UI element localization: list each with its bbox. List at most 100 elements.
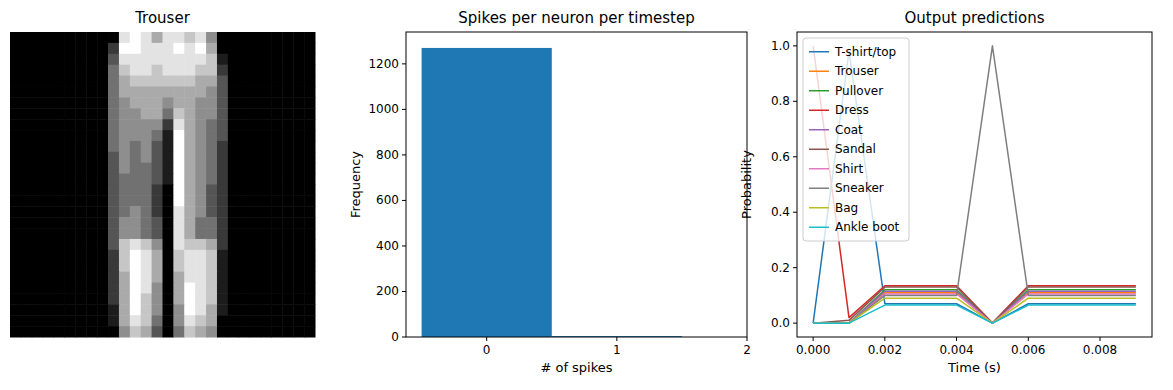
- pixel: [54, 76, 65, 87]
- pixel: [32, 228, 43, 239]
- legend-swatch: [809, 149, 829, 151]
- pixel: [141, 261, 152, 272]
- pixel: [261, 304, 272, 315]
- pixel: [184, 152, 195, 163]
- pixel: [195, 163, 206, 174]
- pixel: [184, 141, 195, 152]
- pixel: [21, 250, 32, 261]
- pixel: [206, 97, 217, 108]
- pixel: [271, 283, 282, 294]
- pixel: [54, 326, 65, 337]
- pixel: [250, 272, 261, 283]
- pixel: [86, 32, 97, 43]
- pixel: [141, 163, 152, 174]
- pixel: [250, 206, 261, 217]
- pixel: [97, 283, 108, 294]
- pixel: [282, 54, 293, 65]
- pixel: [282, 174, 293, 185]
- pixel: [64, 228, 75, 239]
- y-tick-label: 1200: [368, 57, 399, 71]
- legend-label: Ankle boot: [835, 220, 900, 234]
- pixel: [43, 108, 54, 119]
- pixel: [282, 141, 293, 152]
- pixel: [10, 228, 21, 239]
- pixel: [21, 217, 32, 228]
- pixel: [152, 32, 163, 43]
- pixel: [64, 54, 75, 65]
- pixel: [304, 76, 315, 87]
- pixel: [282, 283, 293, 294]
- y-tick-label: 0.2: [771, 261, 790, 275]
- pixel: [108, 97, 119, 108]
- pixel: [43, 65, 54, 76]
- pixel: [304, 217, 315, 228]
- pixel: [163, 54, 174, 65]
- pixel: [261, 261, 272, 272]
- pixel: [293, 272, 304, 283]
- pixel: [293, 206, 304, 217]
- pixel: [108, 76, 119, 87]
- pixel: [282, 163, 293, 174]
- x-tick: [884, 337, 885, 341]
- pixel: [250, 326, 261, 337]
- pixel: [130, 97, 141, 108]
- pixel: [293, 326, 304, 337]
- x-tick: [1028, 337, 1029, 341]
- pixel: [304, 195, 315, 206]
- legend-label: Dress: [835, 103, 869, 117]
- pixel: [130, 32, 141, 43]
- pixel: [141, 272, 152, 283]
- pixel: [217, 163, 228, 174]
- pixel: [217, 326, 228, 337]
- pixel: [86, 119, 97, 130]
- pixel: [239, 108, 250, 119]
- pixel: [152, 163, 163, 174]
- pixel: [261, 326, 272, 337]
- pixel: [75, 304, 86, 315]
- pixel: [64, 174, 75, 185]
- pixel: [130, 174, 141, 185]
- pixel: [152, 195, 163, 206]
- pixel: [54, 163, 65, 174]
- pixel: [304, 326, 315, 337]
- pixel: [32, 206, 43, 217]
- y-tick-label: 1.0: [771, 39, 790, 53]
- pixel: [43, 293, 54, 304]
- y-tick-label: 0: [391, 330, 399, 344]
- pixel: [97, 174, 108, 185]
- pixel: [97, 141, 108, 152]
- pixel: [43, 206, 54, 217]
- pixel: [173, 97, 184, 108]
- pixel: [195, 119, 206, 130]
- pixel: [163, 76, 174, 87]
- pixel: [86, 141, 97, 152]
- pixel: [173, 315, 184, 326]
- y-tick: [402, 63, 406, 64]
- pixel: [108, 119, 119, 130]
- pixel: [152, 315, 163, 326]
- pixel: [130, 272, 141, 283]
- pixel: [43, 97, 54, 108]
- pixel: [119, 239, 130, 250]
- pixel: [10, 32, 21, 43]
- plot-frame: [797, 32, 1152, 337]
- pixel: [163, 304, 174, 315]
- pixel: [239, 272, 250, 283]
- pixel: [195, 54, 206, 65]
- pixel: [130, 206, 141, 217]
- plot-area: [813, 46, 1136, 323]
- pixel: [217, 32, 228, 43]
- pixel: [108, 86, 119, 97]
- pixel: [239, 239, 250, 250]
- pixel: [184, 315, 195, 326]
- pixel: [173, 326, 184, 337]
- pixel: [239, 86, 250, 97]
- pixel: [261, 206, 272, 217]
- pixel: [32, 152, 43, 163]
- pixel: [250, 130, 261, 141]
- pixel: [54, 130, 65, 141]
- pixel: [97, 65, 108, 76]
- pixel: [173, 283, 184, 294]
- pixel: [195, 304, 206, 315]
- pixel: [97, 326, 108, 337]
